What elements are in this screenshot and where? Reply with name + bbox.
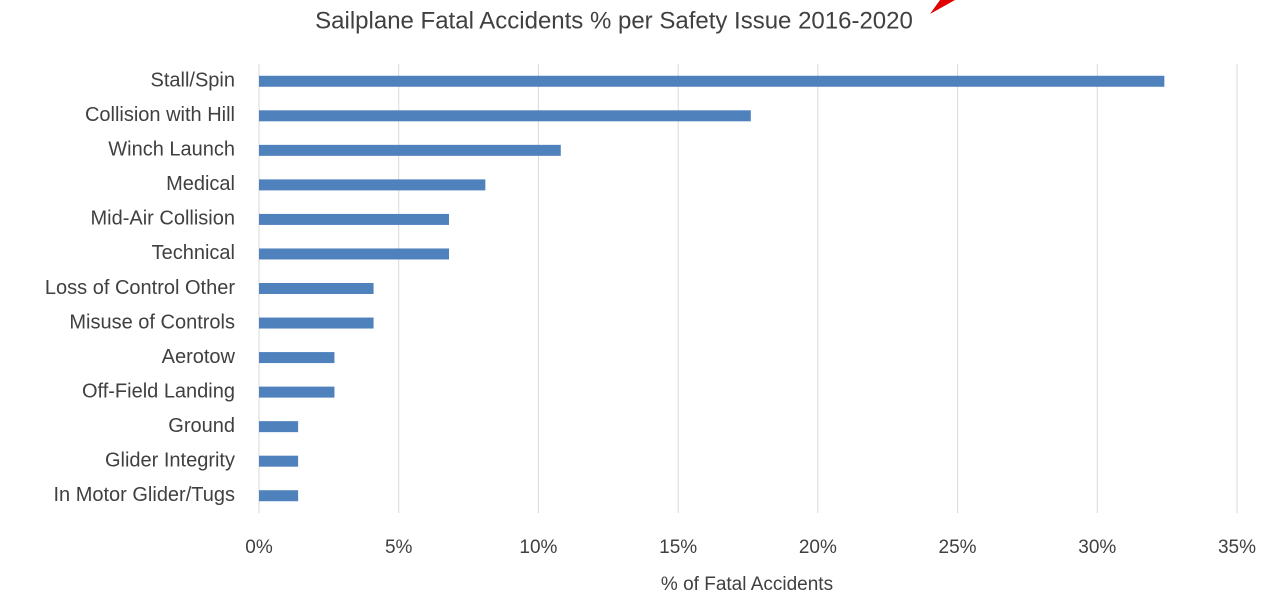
x-tick-label: 25%	[939, 537, 977, 558]
x-axis-title: % of Fatal Accidents	[661, 574, 833, 595]
bar	[259, 144, 561, 156]
bar	[259, 317, 374, 329]
bar	[259, 75, 1165, 87]
y-tick-label: Technical	[152, 242, 235, 264]
y-tick-label: Ground	[168, 415, 235, 437]
chart-title: Sailplane Fatal Accidents % per Safety I…	[315, 7, 913, 34]
y-tick-label: Off-Field Landing	[82, 380, 235, 402]
bar	[259, 386, 335, 398]
y-tick-label: Loss of Control Other	[45, 277, 235, 299]
y-tick-label: Stall/Spin	[151, 70, 236, 92]
x-tick-label: 35%	[1218, 537, 1256, 558]
y-tick-label: Aerotow	[162, 346, 236, 368]
x-tick-label: 0%	[245, 537, 273, 558]
bar	[259, 283, 374, 294]
bar	[259, 352, 335, 364]
red-arrow-tip	[930, 0, 955, 14]
x-tick-label: 15%	[659, 537, 697, 558]
x-tick-label: 5%	[385, 537, 413, 558]
bar	[259, 421, 299, 433]
y-tick-label: Collision with Hill	[85, 104, 235, 126]
x-tick-label: 10%	[519, 537, 557, 558]
bar	[259, 179, 486, 191]
y-tick-label: Winch Launch	[108, 139, 235, 161]
bar	[259, 455, 299, 467]
x-tick-label: 20%	[799, 537, 837, 558]
y-tick-label: Medical	[166, 173, 235, 195]
bar	[259, 110, 751, 122]
bar	[259, 213, 450, 225]
bar	[259, 490, 299, 502]
y-tick-label: Misuse of Controls	[69, 311, 235, 333]
x-tick-label: 30%	[1078, 537, 1116, 558]
y-tick-label: Glider Integrity	[105, 449, 235, 471]
bar	[259, 248, 450, 260]
y-tick-label: In Motor Glider/Tugs	[53, 484, 235, 506]
y-tick-label: Mid-Air Collision	[91, 208, 235, 230]
